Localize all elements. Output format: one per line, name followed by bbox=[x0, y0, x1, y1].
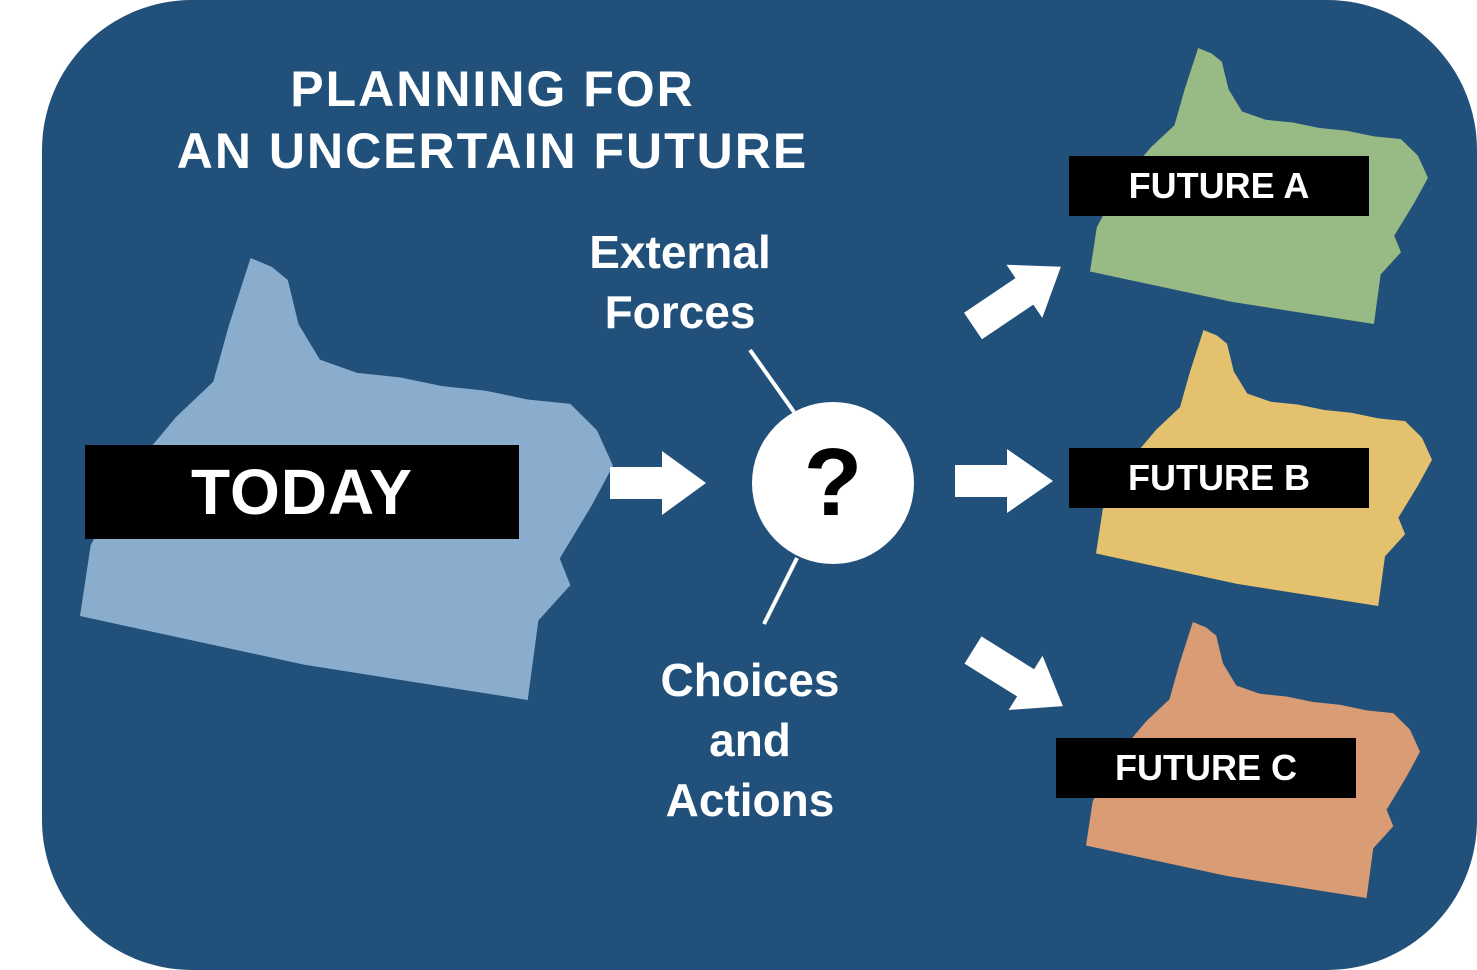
question-circle-icon bbox=[752, 402, 914, 564]
choices-connector bbox=[762, 557, 799, 625]
today-label: TODAY bbox=[85, 445, 519, 539]
future-c-label: FUTURE C bbox=[1056, 738, 1356, 798]
down-right-arrow-icon bbox=[964, 636, 1063, 710]
title-line-2: AN UNCERTAIN FUTURE bbox=[176, 123, 809, 179]
page-title: PLANNING FOR AN UNCERTAIN FUTURE bbox=[130, 58, 855, 182]
caption-line: Forces bbox=[604, 286, 756, 338]
external-forces-caption: External Forces bbox=[560, 222, 800, 342]
right-arrow-icon bbox=[955, 449, 1053, 513]
right-arrow-icon bbox=[610, 451, 706, 515]
caption-line: Actions bbox=[665, 774, 835, 826]
external-forces-connector bbox=[748, 348, 796, 414]
caption-line: and bbox=[709, 714, 791, 766]
question-mark: ? bbox=[803, 429, 863, 536]
up-right-arrow-icon bbox=[964, 264, 1061, 340]
future-b-label: FUTURE B bbox=[1069, 448, 1369, 508]
title-line-1: PLANNING FOR bbox=[290, 61, 695, 117]
future-a-label: FUTURE A bbox=[1069, 156, 1369, 216]
choices-and-actions-caption: Choices and Actions bbox=[630, 650, 870, 830]
caption-line: Choices bbox=[660, 654, 840, 706]
caption-line: External bbox=[589, 226, 771, 278]
